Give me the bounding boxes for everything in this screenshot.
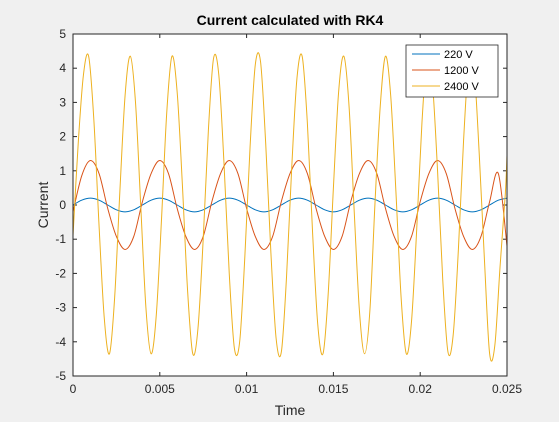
y-tick-label: -3	[55, 301, 66, 315]
y-tick-label: 2	[59, 130, 66, 144]
x-axis-ticks: 0 0.005 0.01 0.015 0.02 0.025	[70, 34, 522, 396]
y-tick-label: 4	[59, 61, 66, 75]
x-tick-label: 0.02	[409, 382, 433, 396]
plot-frame	[72, 33, 508, 377]
x-tick-label: 0.005	[145, 382, 175, 396]
x-tick-label: 0	[70, 382, 77, 396]
y-axis-label: Current	[35, 182, 51, 229]
y-tick-label: 0	[59, 198, 66, 212]
y-tick-label: 3	[59, 95, 66, 109]
chart-legend: 220 V 1200 V 2400 V	[405, 44, 499, 98]
chart-title: Current calculated with RK4	[197, 12, 384, 28]
y-tick-label: -4	[55, 335, 66, 349]
y-tick-label: 1	[59, 164, 66, 178]
x-tick-label: 0.015	[318, 382, 348, 396]
x-tick-label: 0.01	[235, 382, 259, 396]
series-line-3	[72, 52, 508, 362]
series-line-2	[72, 160, 508, 250]
y-tick-label: -5	[55, 369, 66, 383]
legend-label-2: 1200 V	[444, 65, 480, 77]
y-tick-label: 5	[59, 27, 66, 41]
series-lines	[72, 52, 508, 362]
x-axis-label: Time	[275, 402, 306, 418]
y-tick-label: -2	[55, 266, 66, 280]
x-tick-label: 0.025	[492, 382, 522, 396]
y-tick-label: -1	[55, 232, 66, 246]
legend-label-3: 2400 V	[444, 81, 480, 93]
legend-label-1: 220 V	[444, 49, 473, 61]
